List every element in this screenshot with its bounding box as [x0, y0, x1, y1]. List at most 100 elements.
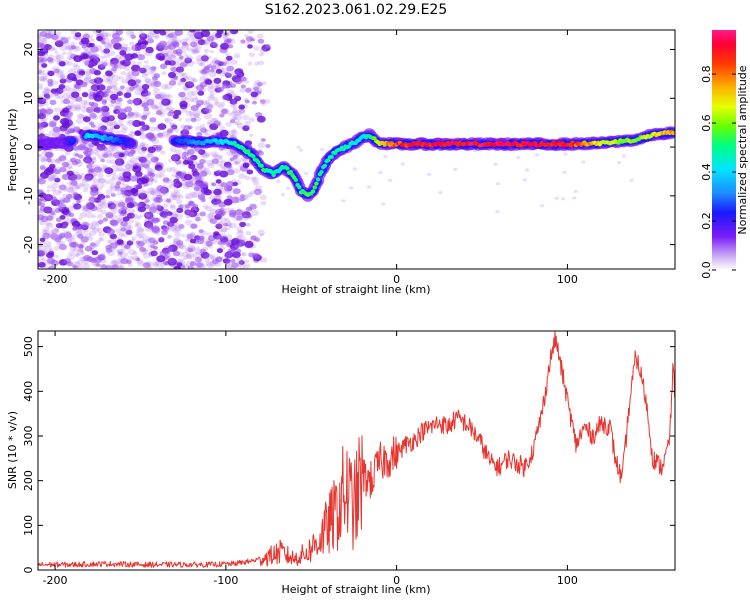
noise-dot [117, 219, 124, 224]
noise-dot [42, 73, 49, 78]
noise-dot [154, 157, 159, 162]
noise-dot [177, 81, 182, 86]
noise-dot [233, 158, 242, 164]
noise-dot [168, 184, 174, 189]
noise-dot [142, 143, 150, 150]
noise-dot [75, 183, 84, 189]
noise-dot [46, 88, 51, 92]
noise-dot [136, 177, 146, 185]
noise-dot [73, 252, 80, 258]
noise-dot [174, 182, 179, 187]
noise-dot [165, 30, 171, 34]
noise-dot [90, 205, 98, 212]
noise-dot [139, 214, 144, 218]
noise-dot [280, 193, 286, 197]
noise-dot [119, 223, 126, 229]
noise-dot [209, 68, 215, 73]
noise-dot [173, 109, 182, 116]
noise-dot [157, 132, 166, 139]
noise-dot [621, 154, 627, 158]
noise-dot [188, 231, 196, 238]
noise-dot [176, 207, 184, 213]
noise-dot [43, 89, 51, 96]
noise-dot [256, 115, 266, 123]
noise-dot [114, 99, 121, 105]
noise-dot [203, 189, 212, 196]
noise-dot [109, 233, 118, 240]
noise-dot [190, 247, 196, 252]
noise-dot [214, 261, 222, 267]
noise-dot [158, 191, 166, 197]
noise-dot [72, 177, 78, 182]
noise-dot [130, 53, 138, 59]
noise-dot [74, 184, 81, 189]
noise-dot [67, 239, 72, 243]
noise-dot [46, 185, 52, 189]
ridge-segment [671, 131, 675, 136]
noise-dot [72, 192, 78, 197]
noise-dot [62, 107, 70, 113]
noise-dot [80, 172, 85, 177]
noise-dot [93, 77, 103, 85]
noise-dot [165, 94, 171, 98]
noise-dot [159, 51, 165, 56]
noise-dot [76, 113, 85, 120]
noise-dot [205, 240, 213, 247]
top-y-axis-title: Frequency (Hz) [6, 109, 19, 192]
noise-dot [629, 178, 634, 183]
noise-dot [171, 53, 177, 58]
noise-dot [141, 93, 150, 100]
noise-dot [116, 239, 124, 245]
noise-dot [224, 252, 232, 259]
noise-dot [135, 223, 142, 228]
noise-dot [105, 159, 111, 164]
noise-dot [236, 123, 244, 129]
noise-dot [226, 169, 235, 176]
noise-dot [67, 165, 73, 170]
noise-dot [189, 41, 198, 48]
noise-dot [40, 216, 49, 223]
noise-dot [221, 108, 229, 115]
noise-dot [70, 41, 76, 46]
noise-dot [135, 231, 141, 237]
noise-dot [149, 103, 158, 110]
noise-dot [217, 86, 225, 92]
noise-dot [276, 179, 281, 183]
top-ridge-trace [38, 126, 675, 202]
noise-dot [115, 63, 124, 70]
noise-dot [69, 182, 74, 186]
noise-dot [69, 128, 76, 133]
noise-dot [190, 38, 196, 42]
noise-dot [38, 50, 46, 57]
bottom-axis-ticks: -200 -100 0 100 0 100 200 300 400 500 [22, 331, 675, 587]
noise-dot [109, 127, 116, 133]
noise-dot [524, 168, 530, 172]
noise-dot [200, 124, 206, 129]
noise-dot [66, 186, 74, 193]
noise-dot [235, 161, 240, 165]
noise-dot [153, 260, 160, 266]
noise-dot [204, 99, 210, 104]
noise-dot [199, 248, 207, 254]
noise-dot [135, 79, 141, 84]
noise-dot [208, 194, 216, 200]
noise-dot [120, 128, 128, 134]
noise-dot [88, 94, 95, 100]
noise-dot [128, 192, 133, 197]
noise-dot [76, 263, 84, 269]
noise-dot [296, 145, 301, 149]
noise-dot [137, 227, 145, 233]
noise-dot [200, 69, 207, 75]
noise-dot [231, 130, 238, 136]
noise-dot [209, 71, 217, 78]
noise-dot [101, 150, 108, 157]
noise-dot [171, 59, 180, 67]
noise-dot [225, 60, 232, 65]
noise-dot [87, 56, 93, 60]
noise-dot [216, 200, 223, 205]
noise-dot [186, 91, 195, 98]
noise-dot [97, 154, 105, 160]
noise-dot [212, 97, 219, 102]
noise-dot [148, 97, 155, 103]
noise-dot [137, 242, 144, 249]
